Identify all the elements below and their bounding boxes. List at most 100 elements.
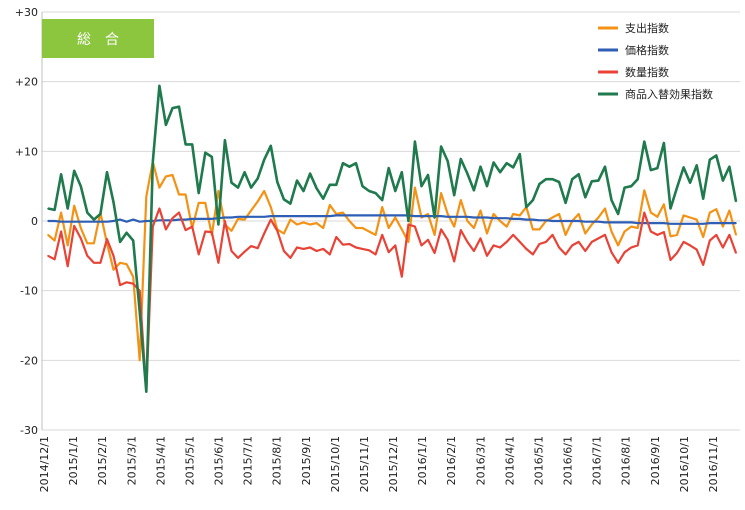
data-point bbox=[420, 215, 423, 217]
data-point bbox=[446, 239, 449, 241]
data-point bbox=[597, 216, 600, 219]
data-point bbox=[669, 223, 672, 225]
data-point bbox=[335, 236, 338, 238]
data-point bbox=[407, 223, 410, 226]
data-point bbox=[309, 246, 311, 249]
data-point bbox=[702, 197, 704, 200]
data-point bbox=[86, 255, 89, 257]
x-tick-label: 2016/10/1 bbox=[678, 436, 691, 492]
data-point bbox=[243, 171, 246, 173]
data-point bbox=[165, 219, 167, 222]
data-point bbox=[414, 225, 416, 228]
data-point bbox=[650, 230, 652, 233]
data-point bbox=[184, 218, 187, 221]
data-point bbox=[342, 211, 344, 214]
x-tick-label: 2015/4/1 bbox=[154, 436, 167, 485]
data-point bbox=[66, 220, 69, 223]
data-point bbox=[715, 208, 718, 210]
data-point bbox=[322, 227, 325, 229]
data-point bbox=[479, 209, 482, 212]
data-point bbox=[237, 216, 239, 218]
data-point bbox=[735, 252, 737, 254]
data-point bbox=[460, 216, 462, 218]
data-point bbox=[722, 222, 724, 224]
data-point bbox=[676, 223, 678, 225]
data-point bbox=[348, 165, 351, 168]
x-tick-label: 2015/6/1 bbox=[213, 436, 226, 485]
data-point bbox=[80, 185, 82, 187]
data-point bbox=[492, 217, 495, 219]
data-point bbox=[512, 166, 514, 169]
data-point bbox=[119, 284, 121, 286]
data-point bbox=[335, 184, 338, 186]
data-point bbox=[414, 140, 416, 143]
data-point bbox=[427, 215, 429, 217]
data-point bbox=[525, 218, 528, 221]
x-tick-label: 2016/11/1 bbox=[707, 436, 720, 492]
data-point bbox=[256, 177, 259, 180]
data-point bbox=[171, 174, 174, 176]
data-point bbox=[695, 164, 698, 167]
data-point bbox=[224, 216, 226, 219]
data-point bbox=[532, 199, 534, 201]
data-point bbox=[604, 207, 606, 210]
data-point bbox=[355, 227, 357, 229]
data-point bbox=[270, 145, 272, 147]
data-point bbox=[329, 204, 331, 206]
data-point bbox=[538, 243, 541, 245]
data-point bbox=[125, 263, 128, 266]
data-point bbox=[211, 231, 213, 233]
data-point bbox=[440, 192, 442, 194]
data-point bbox=[512, 234, 514, 236]
data-point bbox=[604, 165, 606, 168]
data-point bbox=[204, 218, 207, 220]
data-point bbox=[329, 184, 331, 186]
data-point bbox=[289, 257, 292, 259]
data-point bbox=[165, 228, 167, 231]
data-point bbox=[545, 241, 547, 243]
data-point bbox=[401, 228, 403, 231]
data-point bbox=[86, 220, 89, 223]
data-point bbox=[60, 173, 62, 176]
series-line bbox=[47, 207, 738, 393]
data-point bbox=[250, 216, 252, 218]
data-point bbox=[80, 227, 82, 229]
data-point bbox=[322, 197, 325, 200]
data-point bbox=[505, 217, 508, 219]
data-point bbox=[722, 179, 724, 182]
data-point bbox=[460, 229, 462, 231]
y-tick-label: +20 bbox=[15, 76, 38, 89]
data-point bbox=[237, 218, 239, 220]
data-point bbox=[138, 289, 141, 292]
data-point bbox=[695, 248, 698, 251]
x-tick-label: 2014/12/1 bbox=[38, 436, 51, 492]
data-point bbox=[289, 202, 292, 205]
data-point bbox=[178, 211, 180, 214]
data-point bbox=[211, 156, 213, 158]
data-point bbox=[519, 218, 521, 220]
data-point bbox=[80, 220, 82, 223]
data-point bbox=[204, 151, 207, 154]
data-point bbox=[440, 228, 442, 231]
data-point bbox=[138, 359, 141, 362]
x-tick-label: 2016/5/1 bbox=[532, 436, 545, 485]
data-point bbox=[715, 234, 718, 236]
data-point bbox=[93, 242, 95, 245]
data-point bbox=[158, 186, 161, 189]
data-point bbox=[532, 218, 534, 221]
data-point bbox=[545, 178, 547, 180]
data-point bbox=[270, 206, 272, 208]
data-point bbox=[466, 220, 469, 222]
data-point bbox=[158, 85, 161, 87]
data-point bbox=[414, 215, 416, 217]
y-tick-label: -30 bbox=[20, 424, 38, 437]
data-point bbox=[682, 166, 685, 169]
data-point bbox=[99, 213, 102, 215]
data-point bbox=[709, 211, 711, 214]
data-point bbox=[250, 186, 252, 189]
data-point bbox=[401, 214, 403, 217]
data-point bbox=[197, 218, 200, 220]
data-point bbox=[355, 162, 357, 164]
data-point bbox=[283, 198, 285, 201]
